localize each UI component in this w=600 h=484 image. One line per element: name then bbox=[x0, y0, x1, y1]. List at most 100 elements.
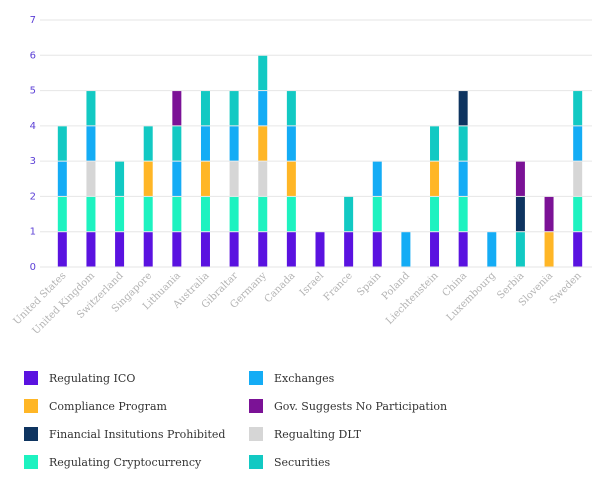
bar-segment bbox=[229, 232, 239, 267]
bar-segment bbox=[573, 232, 583, 267]
bar-segment bbox=[258, 126, 268, 161]
legend-label: Compliance Program bbox=[49, 399, 167, 413]
y-tick-label: 6 bbox=[30, 50, 36, 61]
bar-segment bbox=[372, 196, 382, 232]
y-tick-label: 7 bbox=[30, 15, 36, 26]
bar-segment bbox=[86, 232, 96, 267]
bar-segment bbox=[401, 232, 411, 267]
x-tick-label: Liechtenstein bbox=[384, 270, 441, 327]
bar-segment bbox=[544, 232, 554, 267]
y-tick-label: 4 bbox=[30, 121, 36, 132]
bar-segment bbox=[57, 126, 67, 161]
legend-item: Regualting DLT bbox=[249, 426, 361, 442]
bar-segment bbox=[487, 232, 497, 267]
legend-swatch bbox=[24, 371, 38, 385]
bar-segment bbox=[258, 161, 268, 196]
bar-segment bbox=[258, 91, 268, 126]
legend-swatch bbox=[249, 427, 263, 441]
y-axis-ticks: 0 1 2 3 4 5 6 7 bbox=[30, 15, 36, 273]
y-tick-label: 0 bbox=[30, 262, 36, 273]
bar-segment bbox=[229, 161, 239, 196]
legend-swatch bbox=[249, 455, 263, 469]
legend-item: Regulating Cryptocurrency bbox=[24, 454, 201, 470]
bar-segment bbox=[172, 232, 182, 267]
bar-segment bbox=[458, 161, 468, 196]
bar-segment bbox=[200, 126, 210, 161]
bar-segment bbox=[115, 232, 125, 267]
bar-segment bbox=[286, 126, 296, 161]
bar-segment bbox=[458, 126, 468, 161]
bar-segment bbox=[229, 196, 239, 232]
legend-label: Securities bbox=[274, 455, 331, 469]
bar-segment bbox=[573, 196, 583, 232]
legend-label: Gov. Suggests No Participation bbox=[274, 399, 448, 413]
bar-segment bbox=[172, 161, 182, 196]
bar-segment bbox=[458, 91, 468, 126]
bar-segment bbox=[515, 232, 525, 267]
legend-item: Compliance Program bbox=[24, 398, 167, 414]
bar-segment bbox=[200, 161, 210, 196]
bar-segment bbox=[372, 161, 382, 196]
bar-segment bbox=[458, 196, 468, 232]
bar-segment bbox=[200, 91, 210, 126]
bar-segment bbox=[372, 232, 382, 267]
bar-segment bbox=[172, 91, 182, 126]
gridlines bbox=[40, 19, 592, 268]
bar-segment bbox=[515, 161, 525, 196]
bar-segment bbox=[86, 126, 96, 161]
legend-item: Regulating ICO bbox=[24, 370, 135, 386]
bar-segment bbox=[143, 232, 153, 267]
bar-segment bbox=[115, 196, 125, 232]
bar-segment bbox=[430, 126, 440, 161]
x-tick-label: Canada bbox=[263, 270, 298, 305]
bar-segment bbox=[286, 91, 296, 126]
bar-segment bbox=[573, 161, 583, 196]
bar-segment bbox=[344, 196, 354, 232]
bar-segment bbox=[86, 161, 96, 196]
legend-item: Gov. Suggests No Participation bbox=[249, 398, 447, 414]
legend-item: Securities bbox=[249, 454, 330, 470]
bar-segment bbox=[315, 232, 325, 267]
y-tick-label: 3 bbox=[30, 156, 36, 167]
bar-segment bbox=[86, 196, 96, 232]
bar-segment bbox=[573, 91, 583, 126]
bar-segment bbox=[430, 196, 440, 232]
legend-swatch bbox=[249, 399, 263, 413]
y-tick-label: 2 bbox=[30, 191, 36, 202]
bar-segment bbox=[286, 232, 296, 267]
bar-segment bbox=[544, 196, 554, 232]
legend-label: Regualting DLT bbox=[274, 427, 362, 441]
bar-segment bbox=[172, 196, 182, 232]
bar-segment bbox=[258, 196, 268, 232]
bars bbox=[57, 55, 583, 267]
legend-swatch bbox=[24, 427, 38, 441]
legend-label: Regulating Cryptocurrency bbox=[49, 455, 202, 469]
bar-segment bbox=[57, 196, 67, 232]
bar-segment bbox=[258, 55, 268, 91]
legend-label: Exchanges bbox=[274, 371, 335, 385]
bar-segment bbox=[573, 126, 583, 161]
y-tick-label: 1 bbox=[30, 227, 36, 238]
bar-segment bbox=[200, 196, 210, 232]
bar-segment bbox=[57, 232, 67, 267]
bar-segment bbox=[200, 232, 210, 267]
x-tick-label: France bbox=[322, 270, 355, 303]
bar-segment bbox=[430, 232, 440, 267]
bar-segment bbox=[143, 196, 153, 232]
bar-segment bbox=[286, 161, 296, 196]
bar-segment bbox=[229, 91, 239, 126]
bar-segment bbox=[258, 232, 268, 267]
bar-segment bbox=[172, 126, 182, 161]
bar-segment bbox=[344, 232, 354, 267]
bar-segment bbox=[286, 196, 296, 232]
legend-item: Exchanges bbox=[249, 370, 334, 386]
bar-segment bbox=[143, 161, 153, 196]
bar-segment bbox=[229, 126, 239, 161]
bar-segment bbox=[515, 196, 525, 232]
x-tick-label: Sweden bbox=[548, 270, 585, 307]
legend-swatch bbox=[24, 399, 38, 413]
legend-swatch bbox=[24, 455, 38, 469]
legend-swatch bbox=[249, 371, 263, 385]
